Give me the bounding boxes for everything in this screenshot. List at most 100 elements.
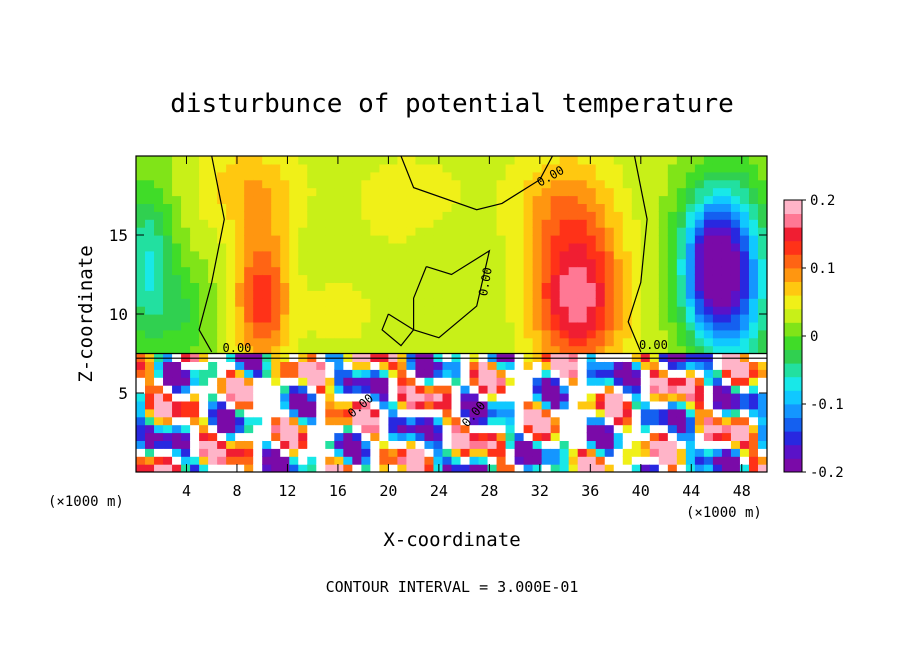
field-cell (397, 321, 408, 331)
field-cell (631, 156, 642, 165)
field-cell (604, 314, 615, 323)
field-cell (568, 424, 579, 434)
field-cell (559, 274, 570, 283)
field-cell (694, 393, 705, 402)
field-cell (469, 448, 480, 457)
field-cell (226, 400, 236, 410)
field-cell (685, 156, 696, 165)
field-cell (415, 219, 426, 228)
field-cell (433, 377, 444, 386)
field-cell (397, 448, 408, 457)
field-cell (739, 187, 750, 197)
field-cell (217, 242, 227, 252)
field-cell (271, 314, 281, 323)
field-cell (676, 337, 687, 347)
field-cell (370, 432, 380, 441)
x-tick-label: 32 (531, 482, 549, 500)
field-cell (406, 306, 417, 315)
field-cell (325, 195, 335, 204)
field-cell (181, 187, 191, 197)
field-cell (667, 400, 678, 410)
field-cell (730, 290, 741, 299)
field-cell (685, 432, 696, 441)
field-cell (550, 266, 561, 276)
field-cell (595, 219, 606, 228)
field-cell (325, 400, 335, 410)
field-cell (676, 266, 687, 276)
field-cell (280, 274, 290, 283)
field-cell (298, 227, 308, 236)
field-cell (442, 266, 453, 276)
field-cell (154, 369, 164, 378)
field-cell (271, 235, 281, 244)
field-cell (748, 416, 759, 426)
field-cell (262, 369, 272, 378)
field-cell (334, 179, 344, 189)
field-cell (253, 440, 263, 449)
field-cell (370, 298, 380, 307)
field-cell (460, 369, 471, 378)
field-cell (289, 203, 299, 212)
field-cell (514, 274, 525, 283)
field-cell (199, 187, 209, 197)
field-cell (496, 163, 507, 173)
field-cell (298, 179, 308, 189)
field-cell (289, 321, 299, 331)
field-cell (163, 385, 173, 394)
field-cell (559, 242, 570, 252)
field-cell (541, 179, 552, 189)
field-cell (505, 448, 516, 457)
field-cell (550, 235, 561, 244)
field-cell (415, 258, 426, 268)
field-cell (487, 290, 498, 299)
field-cell (730, 163, 741, 173)
field-cell (334, 440, 344, 449)
field-cell (442, 440, 453, 449)
field-cell (298, 282, 308, 291)
field-cell (388, 464, 399, 472)
field-cell (316, 400, 326, 410)
field-cell (307, 337, 317, 347)
field-cell (334, 314, 344, 323)
field-cell (325, 203, 335, 212)
field-cell (316, 266, 326, 276)
field-cell (712, 258, 723, 268)
field-cell (712, 416, 723, 426)
field-cell (568, 219, 579, 228)
field-cell (352, 227, 362, 236)
field-cell (496, 298, 507, 307)
field-cell (757, 235, 767, 244)
field-cell (379, 369, 389, 378)
field-cell (226, 266, 236, 276)
field-cell (370, 345, 380, 355)
field-cell (730, 266, 741, 276)
field-cell (262, 290, 272, 299)
field-cell (460, 345, 471, 355)
field-cell (568, 227, 579, 236)
field-cell (613, 329, 624, 339)
field-cell (514, 290, 525, 299)
field-cell (226, 179, 236, 189)
field-cell (739, 432, 750, 441)
field-cell (694, 219, 705, 228)
field-cell (163, 377, 173, 386)
field-cell (244, 432, 254, 441)
field-cell (559, 171, 570, 181)
field-cell (586, 171, 597, 181)
field-cell (379, 250, 389, 260)
field-cell (478, 227, 489, 236)
field-cell (469, 361, 480, 370)
field-cell (181, 242, 191, 252)
field-cell (694, 424, 705, 434)
field-cell (145, 219, 155, 228)
contour-interval-note: CONTOUR INTERVAL = 3.000E-01 (326, 578, 579, 596)
field-cell (433, 361, 444, 370)
field-cell (550, 242, 561, 252)
field-cell (208, 369, 218, 378)
field-cell (694, 227, 705, 236)
field-cell (163, 266, 173, 276)
field-cell (289, 337, 299, 347)
field-cell (649, 242, 660, 252)
field-cell (523, 290, 534, 299)
field-cell (136, 306, 146, 315)
